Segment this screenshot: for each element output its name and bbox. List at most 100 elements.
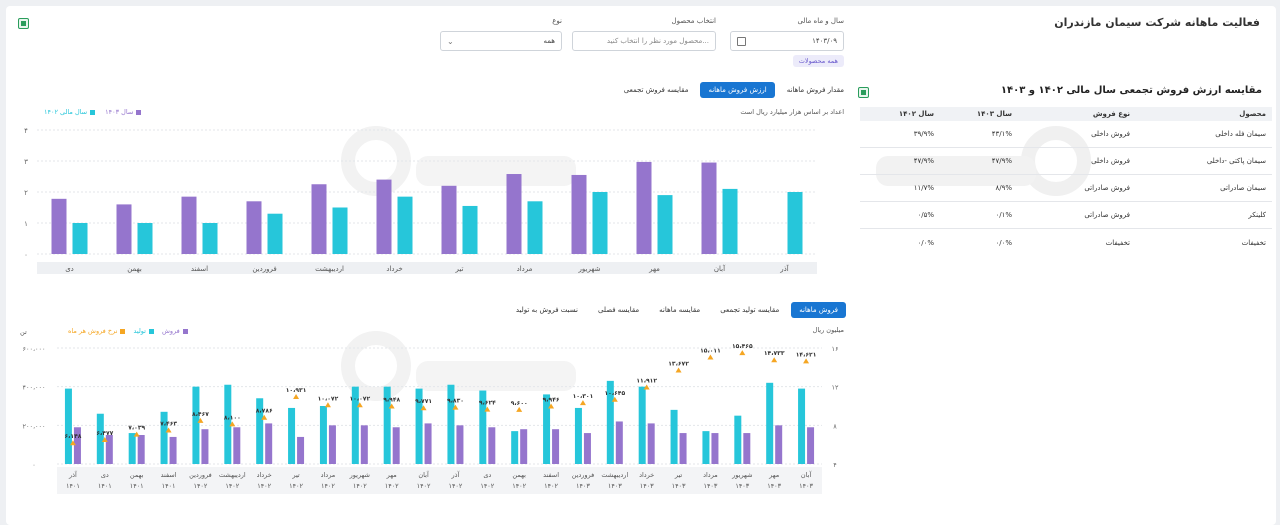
bar-production (319, 406, 327, 464)
x-tick-label-year: ۱۴۰۲ (353, 482, 367, 490)
rate-point (739, 350, 746, 356)
tab-sales-quantity[interactable]: مقدار فروش ماهانه (786, 86, 844, 94)
bar-1402 (592, 192, 608, 254)
rate-data-label: ۷،۰۳۹ (128, 425, 145, 432)
rate-data-label: ۹،۶۰۰ (511, 400, 528, 407)
bar-1402 (787, 192, 803, 254)
x-tick-label-month: شهریور (349, 471, 370, 479)
x-tick-label-year: ۱۴۰۲ (512, 482, 526, 490)
rate-point (484, 406, 491, 412)
rate-data-label: ۸،۱۰۰ (224, 414, 241, 421)
x-tick-label: اردیبهشت (315, 265, 344, 273)
tab-monthly-compare[interactable]: مقایسه ماهانه (659, 306, 701, 314)
tab-sales-production-ratio[interactable]: نسبت فروش به تولید (515, 306, 578, 314)
cell-product: کلینکر (1248, 211, 1266, 219)
bar-1402 (267, 213, 283, 254)
rate-point (133, 431, 140, 437)
period-picker[interactable]: ۱۴۰۳/۰۹ (730, 31, 844, 51)
legend-sales[interactable]: فروش (162, 327, 188, 335)
x-tick-label-month: اسفند (543, 471, 559, 479)
rate-point (356, 402, 363, 408)
rate-data-label: ۱۰،۶۴۵ (605, 390, 626, 397)
bottom-combo-chart: ۰ ۴ ۲۰۰،۰۰۰ ۸ ۴۰۰،۰۰۰ ۱۲ ۶۰۰،۰۰۰ ۱۶ ۱۴،۶۲۱ آبان ۱۴… (22, 343, 839, 494)
rate-data-label: ۱۳،۶۷۲ (668, 361, 689, 368)
legend-1402[interactable]: سال مالی ۱۴۰۲ (44, 108, 96, 116)
bar-production (383, 386, 391, 464)
x-tick-label-month: آذر (451, 470, 461, 479)
export-table-icon[interactable] (858, 87, 869, 98)
legend-label: سال مالی ۱۴۰۲ (44, 108, 88, 116)
x-tick-label-year: ۱۴۰۲ (544, 482, 558, 490)
rate-point (261, 414, 268, 420)
cell-product: سیمان پاکتی -داخلی (1206, 157, 1266, 165)
y-tick-label: ۴ (24, 127, 28, 135)
rate-data-label: ۱۰،۳۰۱ (573, 393, 594, 400)
rate-point (611, 396, 618, 402)
tab-sales-value[interactable]: ارزش فروش ماهانه (700, 82, 775, 98)
bar-sales (201, 429, 209, 464)
bar-sales (807, 427, 815, 464)
bar-production (447, 384, 455, 464)
legend-production[interactable]: تولید (133, 327, 154, 335)
x-tick-label-month: دی (483, 471, 491, 479)
x-tick-label-year: ۱۴۰۳ (735, 482, 749, 490)
x-tick-label-month: مرداد (321, 471, 336, 479)
bar-sales (360, 425, 368, 464)
x-tick-label-month: مهر (386, 471, 397, 479)
y-tick-label: ۰ (24, 251, 28, 259)
x-tick-label-year: ۱۴۰۲ (193, 482, 207, 490)
y-tick-label: ۳ (24, 158, 28, 166)
rate-point (324, 402, 331, 408)
x-tick-label: مرداد (517, 265, 533, 273)
legend-label: سال ۱۴۰۳ (105, 108, 134, 116)
export-excel-icon[interactable] (18, 18, 29, 29)
period-label: سال و ماه مالی (797, 17, 844, 25)
bar-production (479, 390, 487, 464)
bottom-chart-legend: نرخ فروش هر ماه تولید فروش (68, 327, 188, 335)
x-tick-label: آذر (779, 264, 789, 273)
y-tick-label-right: ۱۶ (832, 345, 839, 353)
tab-seasonal-compare[interactable]: مقایسه فصلی (598, 306, 640, 314)
type-select[interactable]: ⌄ همه (440, 31, 562, 51)
legend-1403[interactable]: سال ۱۴۰۳ (105, 108, 142, 116)
x-tick-label: فروردین (252, 265, 276, 273)
rate-point (69, 440, 76, 446)
bar-production (798, 388, 806, 464)
cell-1402: ۱۱/۷% (913, 184, 934, 192)
watermark-logo-2 (336, 116, 596, 230)
tab-monthly-sales[interactable]: فروش ماهانه (791, 302, 846, 318)
x-tick-label-month: تیر (674, 471, 683, 479)
chip-all-products[interactable]: همه محصولات (792, 55, 844, 67)
table-title: مقایسه ارزش فروش تجمعی سال مالی ۱۴۰۲ و ۱… (1000, 85, 1262, 96)
x-tick-label-year: ۱۴۰۱ (98, 482, 112, 490)
x-tick-label-year: ۱۴۰۱ (66, 482, 80, 490)
cell-product: تخفیفات (1241, 238, 1266, 247)
bar-sales (552, 429, 560, 464)
bar-1402 (202, 223, 218, 254)
cell-product: سیمان صادراتی (1220, 184, 1266, 192)
header-product: محصول (1239, 110, 1266, 118)
bar-sales (456, 425, 464, 464)
x-tick-label-month: مرداد (703, 471, 718, 479)
table-row: سیمان صادراتی فروش صادراتی ۸/۹% ۱۱/۷% (860, 175, 1272, 202)
tab-cumulative-production[interactable]: مقایسه تولید تجمعی (720, 306, 780, 314)
tab-cumulative-compare[interactable]: مقایسه فروش تجمعی (623, 86, 689, 94)
chevron-down-icon: ⌄ (447, 36, 454, 46)
rate-data-label: ۱۰،۰۷۲ (350, 395, 371, 402)
cell-1403: ۰/۰% (995, 238, 1012, 247)
x-tick-label-year: ۱۴۰۲ (289, 482, 303, 490)
page-title: فعالیت ماهانه شرکت سیمان مازندران (1054, 16, 1260, 29)
x-tick-label-month: بهمن (512, 471, 526, 479)
legend-rate[interactable]: نرخ فروش هر ماه (68, 327, 126, 335)
bar-sales (679, 433, 687, 464)
type-label: نوع (552, 17, 562, 25)
x-tick-label: شهریور (578, 265, 601, 273)
table-header: محصول نوع فروش سال ۱۴۰۳ سال ۱۴۰۲ (860, 107, 1272, 121)
bar-1403 (311, 184, 327, 254)
rate-point (452, 404, 459, 410)
x-tick-label-year: ۱۴۰۲ (225, 482, 239, 490)
rate-data-label: ۸،۷۸۶ (256, 408, 273, 415)
x-tick-label-year: ۱۴۰۲ (480, 482, 494, 490)
product-select[interactable]: محصول مورد نظر را انتخاب کنید... (572, 31, 716, 51)
bar-production (606, 380, 614, 464)
